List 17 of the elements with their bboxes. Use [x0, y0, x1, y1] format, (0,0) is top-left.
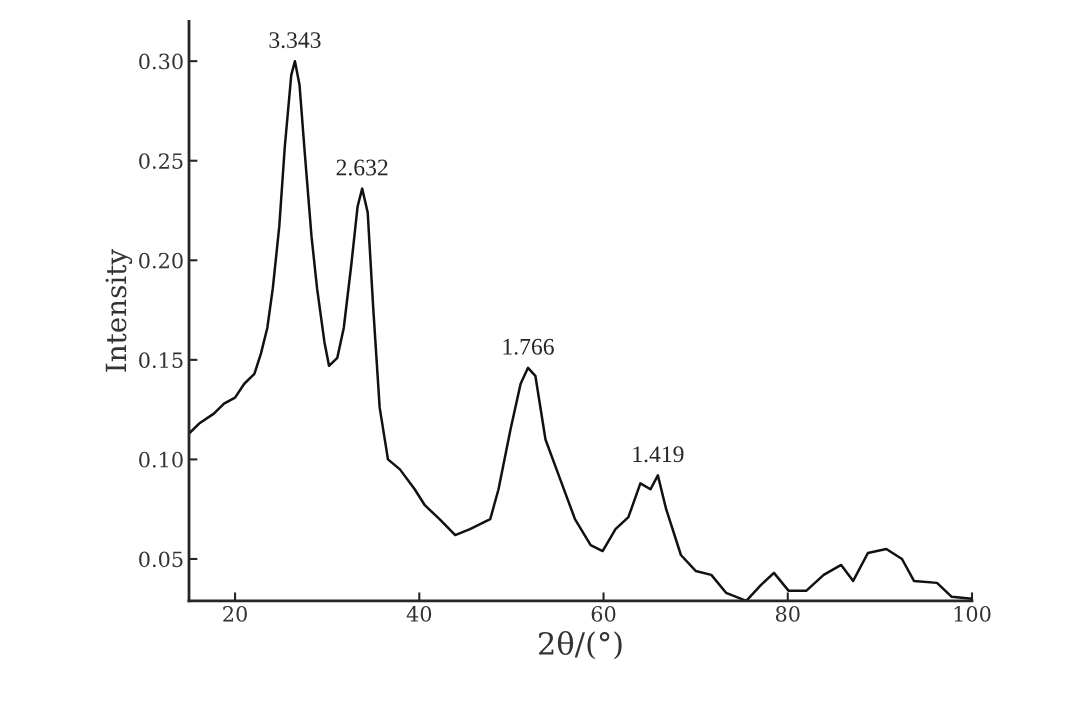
- y-tick-label: 0.25: [139, 153, 183, 169]
- x-tick-label: 40: [406, 606, 432, 622]
- y-tick-label: 0.15: [139, 352, 183, 369]
- y-axis-title: Intensity: [105, 248, 133, 372]
- x-axis-title: 2θ/(°): [538, 631, 622, 660]
- annotation: 3.343: [269, 32, 321, 49]
- annotation: 2.632: [336, 159, 388, 176]
- annotation: 1.419: [633, 446, 684, 463]
- x-tick-label: 80: [775, 606, 800, 622]
- x-tick-label: 100: [954, 606, 991, 622]
- annotation: 1.766: [503, 338, 554, 355]
- y-tick-label: 0.05: [139, 551, 183, 568]
- y-tick-label: 0.20: [139, 252, 183, 269]
- y-tick-label: 0.30: [139, 53, 183, 70]
- y-tick-label: 0.10: [139, 451, 183, 468]
- x-tick-label: 60: [591, 606, 616, 622]
- x-tick-label: 20: [223, 606, 247, 622]
